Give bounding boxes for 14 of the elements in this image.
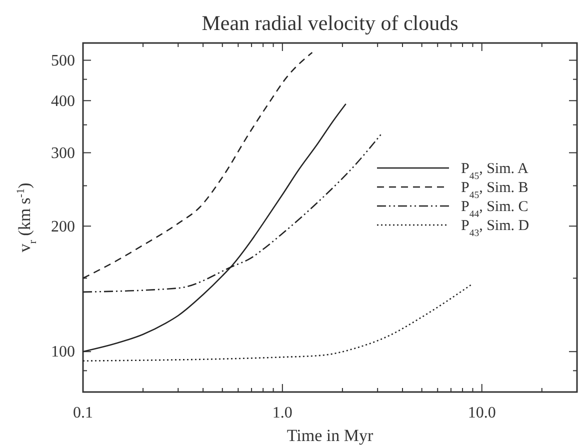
legend-label: P$_{45}$, Sim. B: [461, 180, 528, 200]
x-tick-label: 10.0: [468, 404, 496, 422]
legend-label: P$_{44}$, Sim. C: [461, 199, 528, 220]
y-tick-label: 300: [51, 144, 75, 162]
legend-label: P$_{43}$, Sim. D: [461, 218, 530, 238]
y-tick-label: 400: [51, 92, 75, 110]
legend-label: P$_{45}$, Sim. A: [461, 161, 528, 182]
y-tick-label: 100: [51, 344, 75, 361]
x-tick-label: 0.1: [73, 404, 93, 422]
x-axis-title: Time in Myr: [286, 426, 374, 445]
y-tick-label: 500: [51, 52, 75, 70]
x-tick-label: 1.0: [272, 404, 292, 422]
chart-title: Mean radial velocity of clouds: [202, 11, 458, 35]
y-tick-label: 200: [51, 218, 75, 236]
